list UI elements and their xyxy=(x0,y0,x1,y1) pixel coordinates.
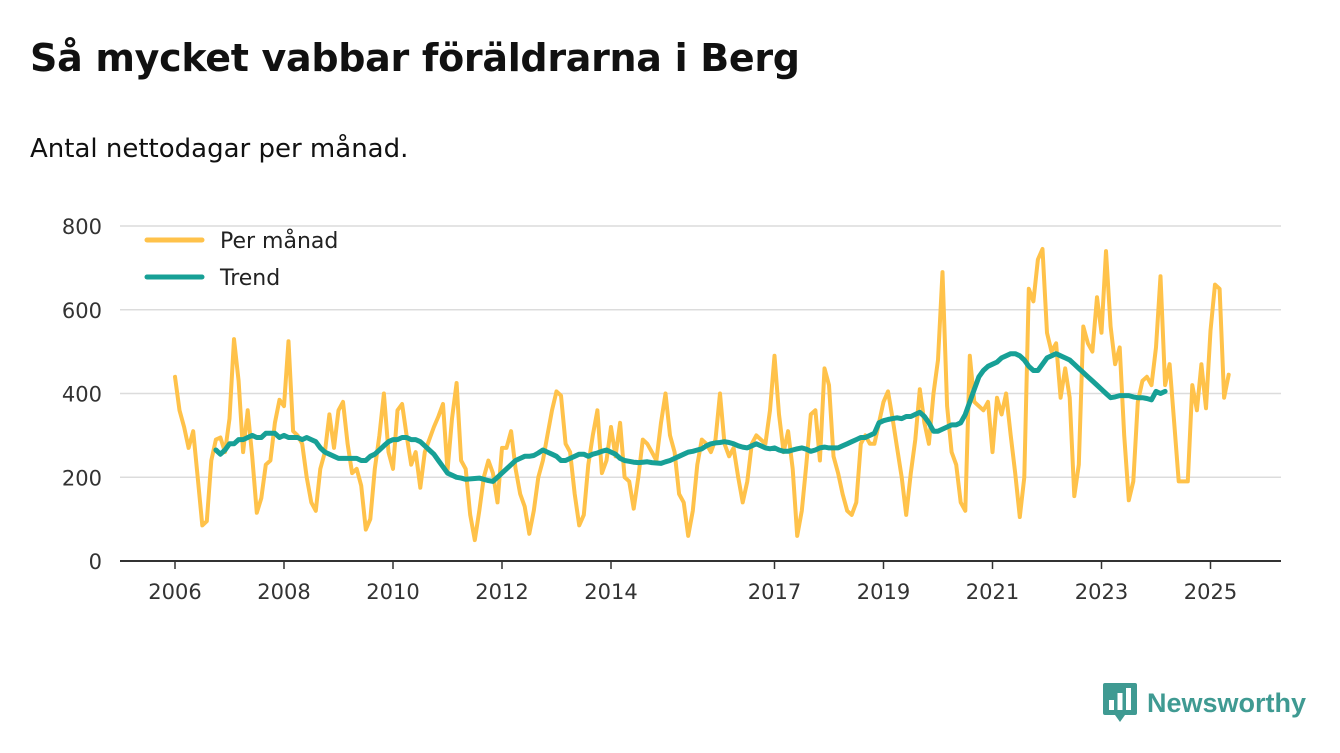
x-tick-label-2012: 2012 xyxy=(475,580,528,604)
x-tick-label-2025: 2025 xyxy=(1184,580,1237,604)
chart-subtitle: Antal nettodagar per månad. xyxy=(30,134,409,164)
y-tick-label-600: 600 xyxy=(62,299,102,323)
x-tick-label-2019: 2019 xyxy=(857,580,910,604)
legend-label-trend: Trend xyxy=(219,266,280,291)
legend-label-per-manad: Per månad xyxy=(220,228,338,254)
legend: Per månad Trend xyxy=(144,228,338,291)
x-tick-label-2014: 2014 xyxy=(584,580,637,604)
icon-bar-3 xyxy=(1126,688,1131,710)
icon-bar-1 xyxy=(1109,700,1114,710)
x-tick-label-2023: 2023 xyxy=(1075,580,1128,604)
series-line-per-manad xyxy=(173,247,1231,543)
y-tick-label-400: 400 xyxy=(62,383,102,407)
x-axis-ticks: 2006 2008 2010 2012 2014 2017 2019 2021 2023 2025 xyxy=(148,561,1237,604)
chart-title: Så mycket vabbar föräldrarna i Berg xyxy=(30,36,800,80)
y-tick-label-0: 0 xyxy=(89,550,102,574)
y-tick-label-800: 800 xyxy=(62,215,102,239)
x-tick-label-2017: 2017 xyxy=(748,580,801,604)
series-lines xyxy=(173,247,1231,543)
x-tick-label-2021: 2021 xyxy=(966,580,1019,604)
brand-name: Newsworthy xyxy=(1147,687,1307,718)
icon-bar-2 xyxy=(1117,693,1123,710)
x-tick-label-2006: 2006 xyxy=(148,580,201,604)
x-tick-label-2008: 2008 xyxy=(257,580,310,604)
gridlines xyxy=(120,225,1281,478)
y-tick-label-200: 200 xyxy=(62,466,102,490)
newsworthy-logo: Newsworthy xyxy=(1103,683,1306,723)
y-axis-ticks: 0 200 400 600 800 xyxy=(62,215,102,574)
x-tick-label-2010: 2010 xyxy=(366,580,419,604)
bar-chart-speech-bubble-icon xyxy=(1103,683,1137,722)
series-line-trend xyxy=(213,351,1168,484)
